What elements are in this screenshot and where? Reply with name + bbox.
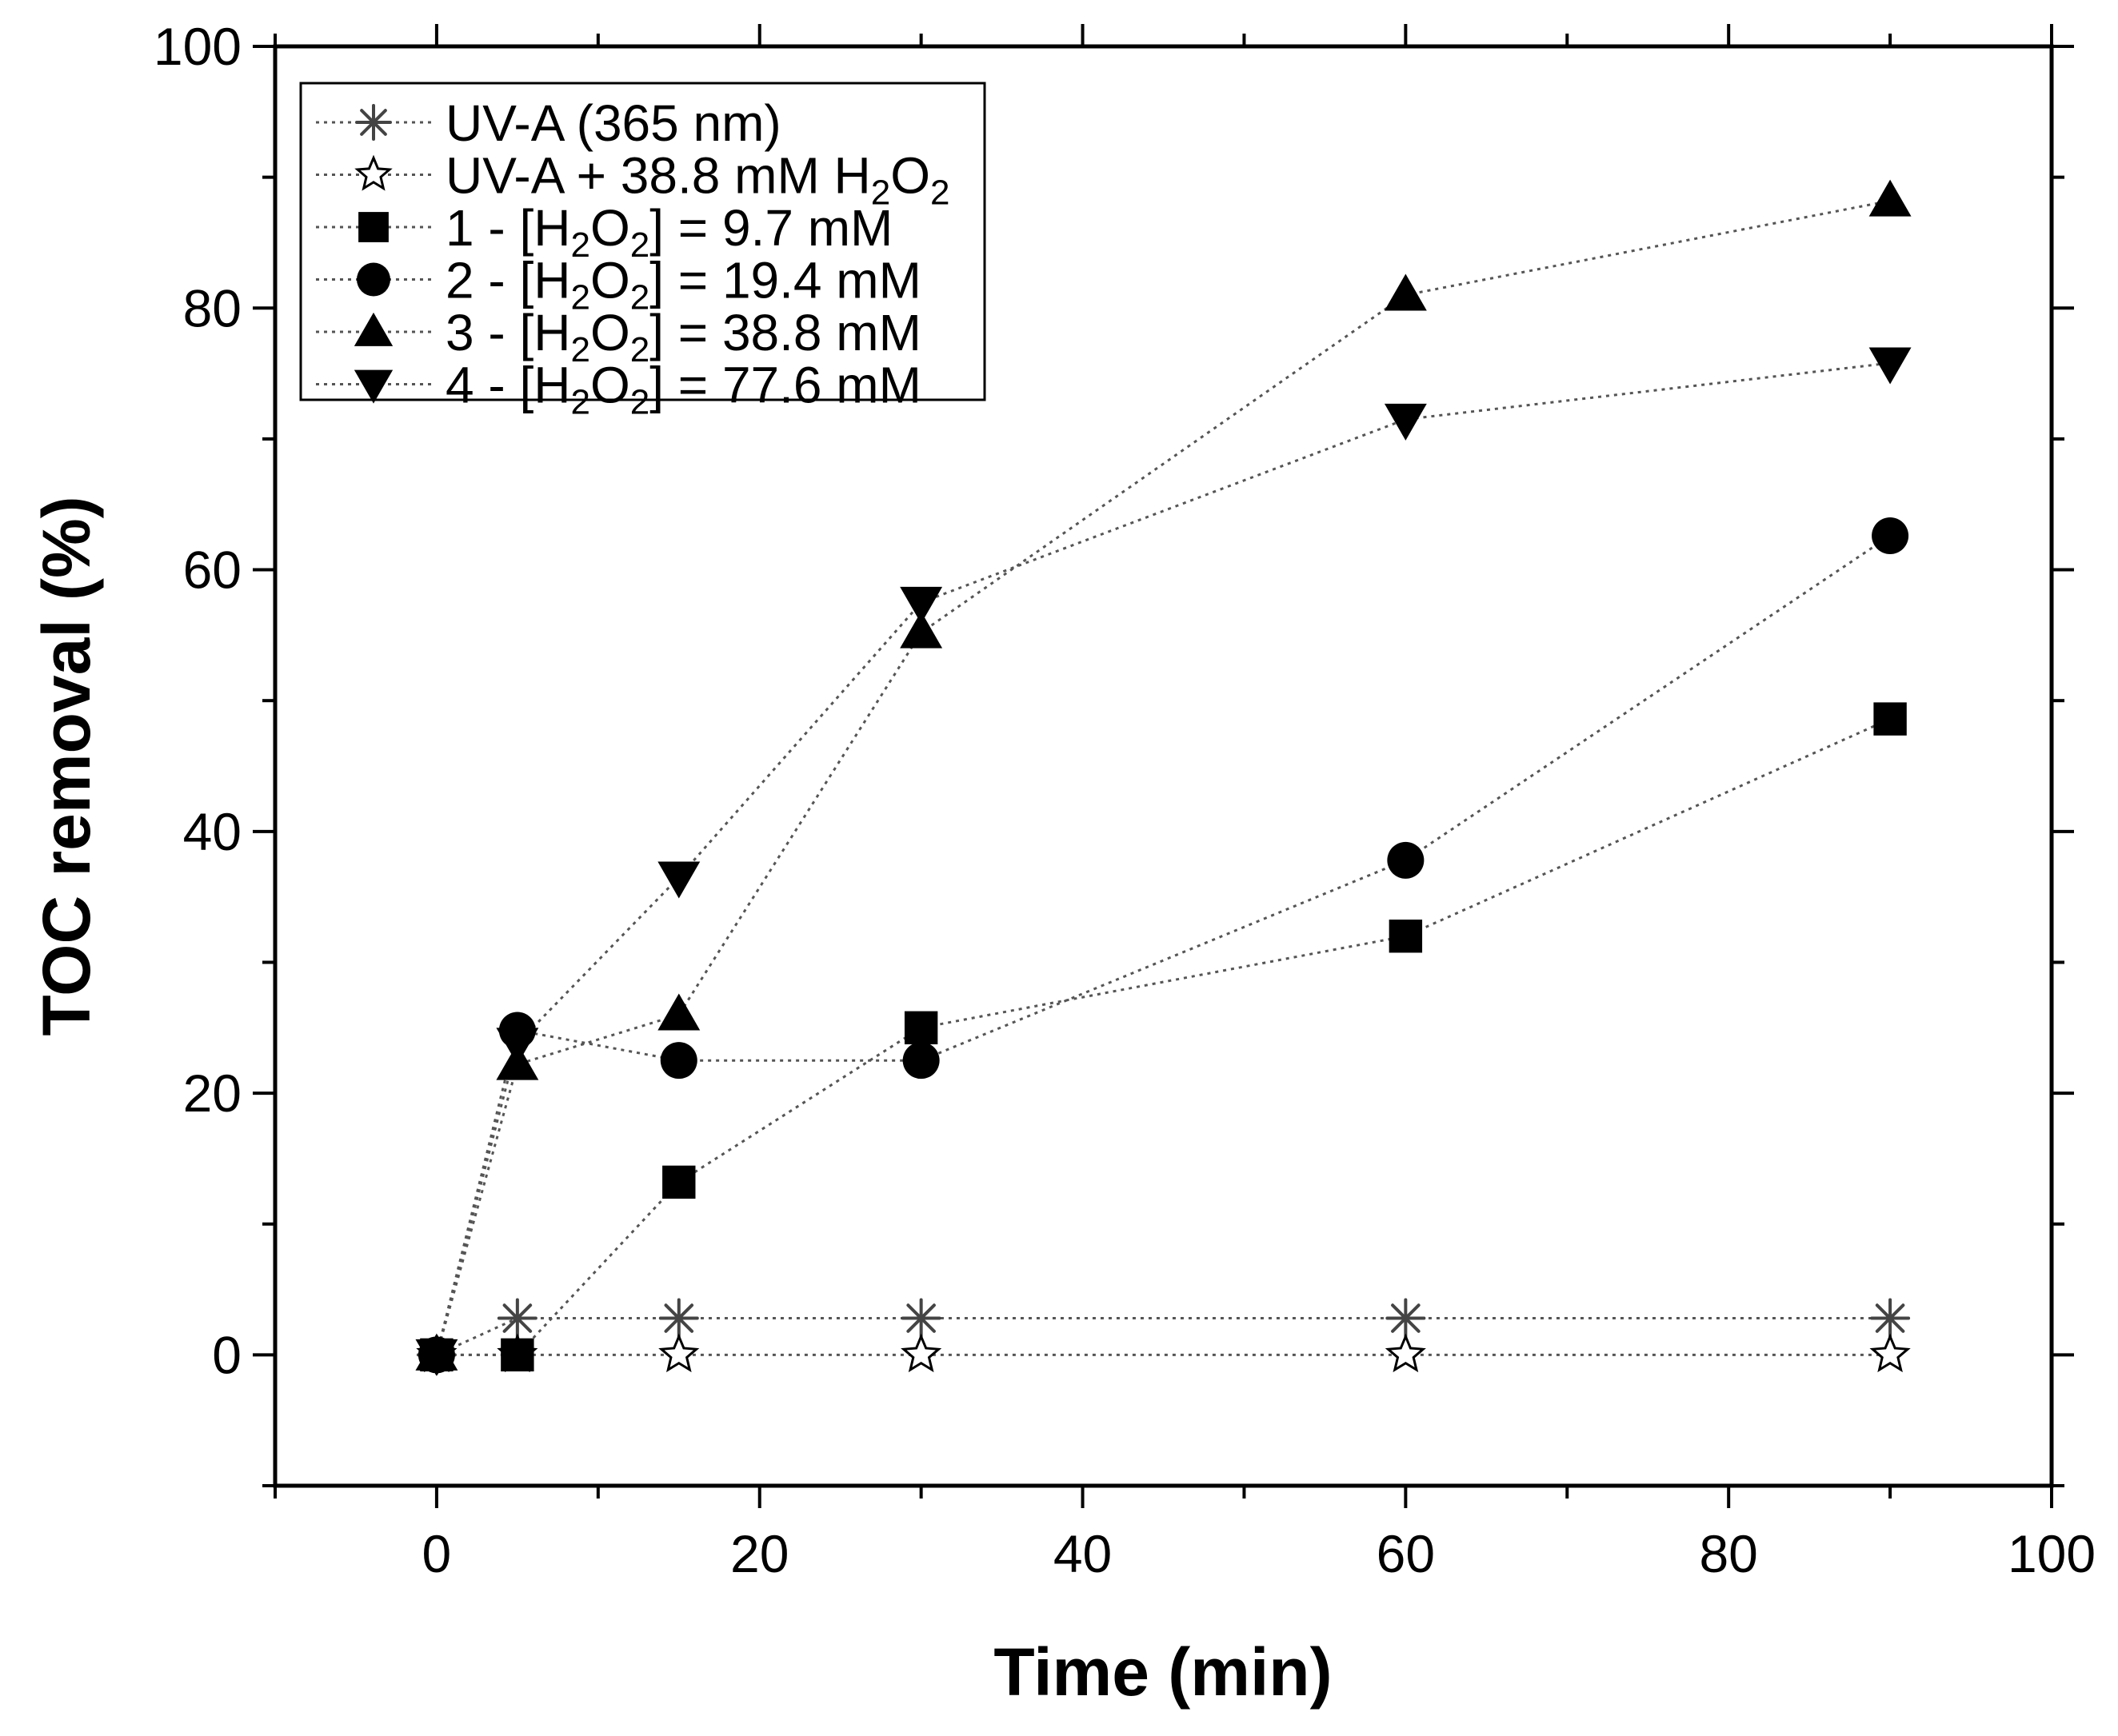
- point-h2o2-77-6: [496, 1028, 539, 1065]
- point-h2o2-38-8: [900, 611, 943, 649]
- legend-marker-h2o2-77-6: [354, 369, 394, 404]
- y-tick-label: 100: [154, 17, 242, 76]
- y-tick-label: 0: [212, 1325, 242, 1384]
- series-line-h2o2-19-4: [435, 534, 1891, 1355]
- x-axis: 0 20 40 60 80 100: [274, 24, 2096, 1583]
- point-uva: [497, 1298, 537, 1339]
- point-h2o2-38-8: [657, 993, 701, 1031]
- point-uva-h2o2: [658, 1333, 700, 1373]
- point-h2o2-19-4: [660, 1042, 697, 1080]
- legend-label-h2o2-38-8: 3 - [H2O2] = 38.8 mM: [446, 304, 921, 369]
- y-tick-label: 20: [183, 1064, 242, 1123]
- legend-label-uva: UV-A (365 nm): [446, 94, 781, 152]
- legend-label-h2o2-77-6: 4 - [H2O2] = 77.6 mM: [446, 357, 921, 422]
- point-h2o2-77-6: [415, 1339, 458, 1376]
- x-tick-label: 40: [1053, 1524, 1112, 1583]
- series-line-h2o2-77-6: [435, 361, 1891, 1355]
- point-uva: [1870, 1298, 1911, 1339]
- point-uva-h2o2: [1869, 1333, 1911, 1373]
- point-h2o2-19-4: [1387, 841, 1425, 879]
- x-axis-title: Time (min): [993, 1634, 1332, 1710]
- point-uva-h2o2: [1385, 1333, 1426, 1373]
- series-lines: [435, 199, 1891, 1356]
- point-h2o2-38-8: [1868, 179, 1912, 217]
- series-line-h2o2-9-7: [436, 717, 1891, 1356]
- point-h2o2-38-8: [1384, 273, 1427, 311]
- point-uva: [658, 1298, 699, 1339]
- x-tick-label: 0: [422, 1524, 452, 1583]
- point-h2o2-77-6: [657, 861, 701, 899]
- point-h2o2-9-7: [1389, 920, 1423, 953]
- series-markers: [415, 179, 1912, 1376]
- legend-marker-h2o2-9-7: [358, 212, 389, 242]
- point-h2o2-19-4: [902, 1042, 940, 1080]
- point-h2o2-9-7: [1873, 702, 1907, 736]
- y-axis-title: TOC removal (%): [29, 496, 104, 1036]
- point-h2o2-77-6: [1868, 347, 1912, 385]
- legend-marker-h2o2-19-4: [357, 262, 390, 297]
- point-uva: [901, 1298, 941, 1339]
- point-h2o2-77-6: [900, 586, 943, 624]
- y-tick-label: 60: [183, 541, 242, 600]
- y-tick-label: 80: [183, 278, 242, 337]
- legend-box: [299, 82, 986, 401]
- x-tick-label: 80: [1699, 1524, 1757, 1583]
- point-h2o2-19-4: [1872, 517, 1909, 554]
- legend-label-h2o2-19-4: 2 - [H2O2] = 19.4 mM: [446, 252, 921, 317]
- point-h2o2-77-6: [1384, 403, 1427, 441]
- legend-marker-uva-h2o2: [354, 154, 393, 191]
- point-uva-h2o2: [901, 1333, 942, 1373]
- point-h2o2-9-7: [662, 1165, 696, 1199]
- legend-marker-uva: [355, 104, 392, 141]
- legend-marker-h2o2-38-8: [354, 312, 394, 346]
- x-tick-label: 60: [1377, 1524, 1435, 1583]
- x-tick-label: 100: [2008, 1524, 2096, 1583]
- series-line-uva: [436, 1317, 1891, 1356]
- legend-label-uva-h2o2: UV-A + 38.8 mM H2O2: [446, 147, 950, 213]
- series-line-h2o2-38-8: [435, 199, 1891, 1355]
- y-tick-label: 40: [183, 802, 242, 861]
- y-axis: 0 20 40 60 80 100: [154, 17, 2074, 1487]
- plot-area-frame: [273, 44, 2054, 1488]
- point-uva: [1385, 1298, 1426, 1339]
- point-h2o2-9-7: [501, 1338, 534, 1372]
- legend-label-h2o2-9-7: 1 - [H2O2] = 9.7 mM: [446, 199, 893, 265]
- x-tick-label: 20: [730, 1524, 789, 1583]
- point-h2o2-9-7: [904, 1011, 938, 1044]
